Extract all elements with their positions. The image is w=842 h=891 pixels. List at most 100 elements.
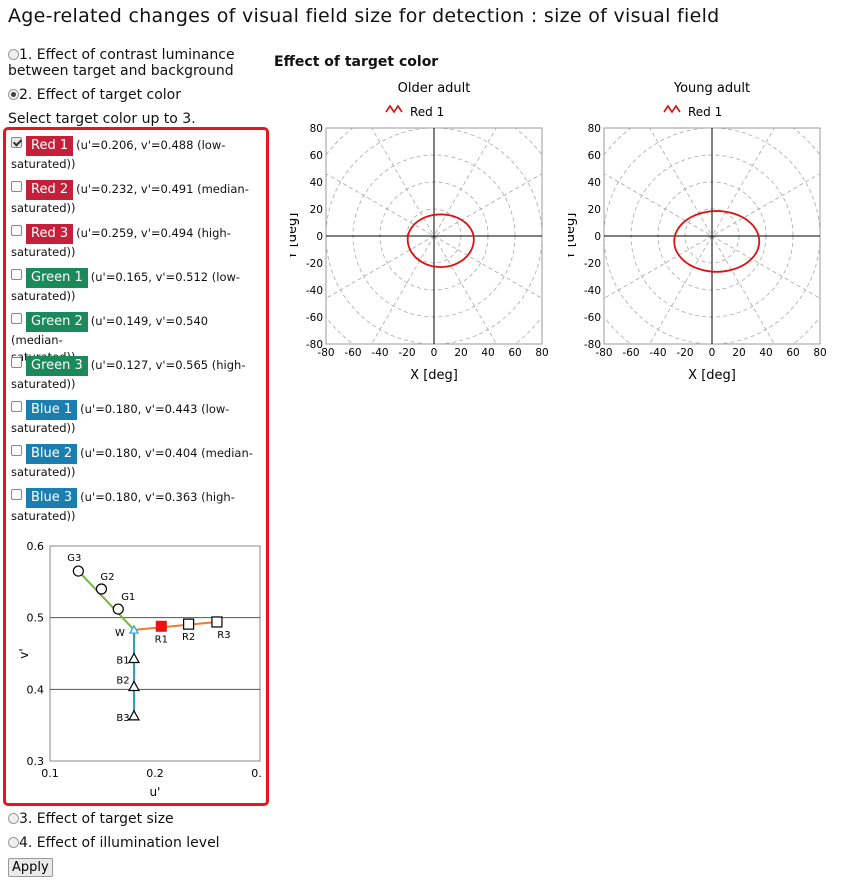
uv-x-label: u' [150,785,161,799]
color-checkbox[interactable] [11,181,22,192]
color-option-red-1[interactable]: Red 1 (u'=0.206, v'=0.488 (low-saturated)… [11,136,263,173]
radio-label-1a: 1. Effect of contrast luminance [19,47,235,63]
color-saturation: saturated)) [11,509,76,523]
uv-point-r1 [155,620,167,632]
selection-prompt: Select target color up to 3. [8,111,196,127]
young-y-tick: 60 [588,150,601,162]
uv-line-g3 [77,570,135,631]
uv-plot-area [49,545,261,762]
uv-point-label: R2 [182,632,195,643]
uv-point-w [128,624,140,634]
older-x-label: X [deg] [410,368,458,383]
color-checkbox[interactable] [11,137,22,148]
radio-button-4[interactable] [8,837,19,848]
uv-point-label: G2 [100,572,114,583]
color-checkbox[interactable] [11,225,22,236]
color-option-green-1[interactable]: Green 1 (u'=0.165, v'=0.512 (low-saturate… [11,268,263,305]
young-title: Young adult [673,81,750,96]
uv-point-g3 [72,565,84,577]
radio-illumination-level[interactable]: 4. Effect of illumination level [8,835,220,851]
color-swatch-label: Red 1 [26,136,74,156]
color-coordinates: (u'=0.127, v'=0.565 (high- [90,358,246,372]
color-option-blue-1[interactable]: Blue 1 (u'=0.180, v'=0.443 (low-saturated… [11,400,263,437]
color-option-blue-3[interactable]: Blue 3 (u'=0.180, v'=0.363 (high-saturate… [11,488,263,525]
older-y-tick: 0 [316,231,323,243]
color-swatch-label: Blue 2 [26,444,78,464]
older-legend-swatch [385,104,403,114]
older-y-tick: 40 [310,177,323,189]
older-x-tick: 60 [508,347,521,359]
older-adult-chart: Older adult Red 1 -80-80 -60 -60 -40 -40 -20 -20… [290,81,549,383]
young-x-tick: 0 [709,347,716,359]
color-coordinates: (u'=0.180, v'=0.443 (low- [80,402,230,416]
uv-x-tick: 0.1 [41,767,59,780]
color-option-green-3[interactable]: Green 3 (u'=0.127, v'=0.565 (high-saturat… [11,356,263,393]
color-saturation: saturated)) [11,201,76,215]
older-x-tick: 80 [535,347,548,359]
young-legend-label: Red 1 [688,105,722,119]
color-coordinates: (u'=0.232, v'=0.491 (median- [76,182,249,196]
older-title: Older adult [398,81,471,96]
radio-button-3[interactable] [8,813,19,824]
uv-point-label: B1 [116,656,129,667]
older-x-tick: 40 [481,347,494,359]
color-swatch-label: Red 3 [26,224,74,244]
color-option-blue-2[interactable]: Blue 2 (u'=0.180, v'=0.404 (median-satura… [11,444,263,481]
uv-chromaticity-chart: 0.3 0.4 0.5 0.6 0.1 0.2 0.3 u' v' W R1 R2 R3 G1 G2 G3 B1… [17,542,262,799]
color-option-red-2[interactable]: Red 2 (u'=0.232, v'=0.491 (median-saturat… [11,180,263,217]
young-adult-chart: Young adult Red 1 -80-80 -60 -60 -40 -40 -20 -20… [568,81,827,383]
older-y-tick: -60 [306,312,323,324]
color-coordinates: (u'=0.206, v'=0.488 (low- [76,138,226,152]
older-x-tick: 20 [454,347,467,359]
color-saturation: saturated)) [11,377,76,391]
older-y-tick: -40 [306,285,323,297]
color-option-red-3[interactable]: Red 3 (u'=0.259, v'=0.494 (high-saturated… [11,224,263,261]
apply-button[interactable]: Apply [8,858,53,877]
color-coordinates: (u'=0.180, v'=0.404 (median- [80,446,253,460]
older-y-tick: -20 [306,258,323,270]
older-x-tick: -60 [344,347,361,359]
uv-point-label: G3 [67,553,81,564]
uv-y-tick: 0.4 [27,683,45,696]
uv-y-tick: 0.3 [27,755,45,768]
color-checkbox[interactable] [11,269,22,280]
color-checkbox[interactable] [11,489,22,500]
young-y-tick: 80 [588,123,601,135]
color-checkbox[interactable] [11,401,22,412]
results-group-title: Effect of target color [274,54,439,70]
older-y-tick: 60 [310,150,323,162]
young-y-tick: -80 [584,339,601,351]
color-saturation: saturated)) [11,289,76,303]
young-x-tick: -80 [595,347,612,359]
uv-point-g2 [95,583,108,595]
young-y-tick: 40 [588,177,601,189]
color-swatch-label: Green 3 [26,356,88,376]
older-x-tick: 0 [431,347,438,359]
radio-target-color[interactable]: 2. Effect of target color [8,87,181,103]
young-x-tick: -40 [649,347,666,359]
older-y-tick: 20 [310,204,323,216]
color-saturation: saturated)) [11,421,76,435]
uv-point-g1 [112,603,124,615]
radio-button-1[interactable] [8,49,19,60]
young-y-tick: 20 [588,204,601,216]
radio-target-size[interactable]: 3. Effect of target size [8,811,174,827]
young-series-red-1 [673,210,761,273]
color-checkbox[interactable] [11,313,22,324]
older-y-tick: 80 [310,123,323,135]
color-checkbox[interactable] [11,357,22,368]
radio-button-2[interactable] [8,89,19,100]
color-checkbox[interactable] [11,445,22,456]
uv-y-tick: 0.6 [27,542,45,553]
uv-point-label: W [115,628,125,639]
uv-point-b3 [127,709,141,721]
color-saturation: saturated)) [11,157,76,171]
uv-point-label: B2 [116,675,129,686]
radio-label-1b: between target and background [8,63,234,79]
uv-point-b1 [127,652,141,664]
color-swatch-label: Green 2 [26,312,88,332]
uv-y-tick: 0.5 [27,612,45,625]
young-y-tick: 0 [594,231,601,243]
radio-contrast-luminance[interactable]: 1. Effect of contrast luminance between … [8,47,235,79]
uv-point-label: G1 [121,592,135,603]
